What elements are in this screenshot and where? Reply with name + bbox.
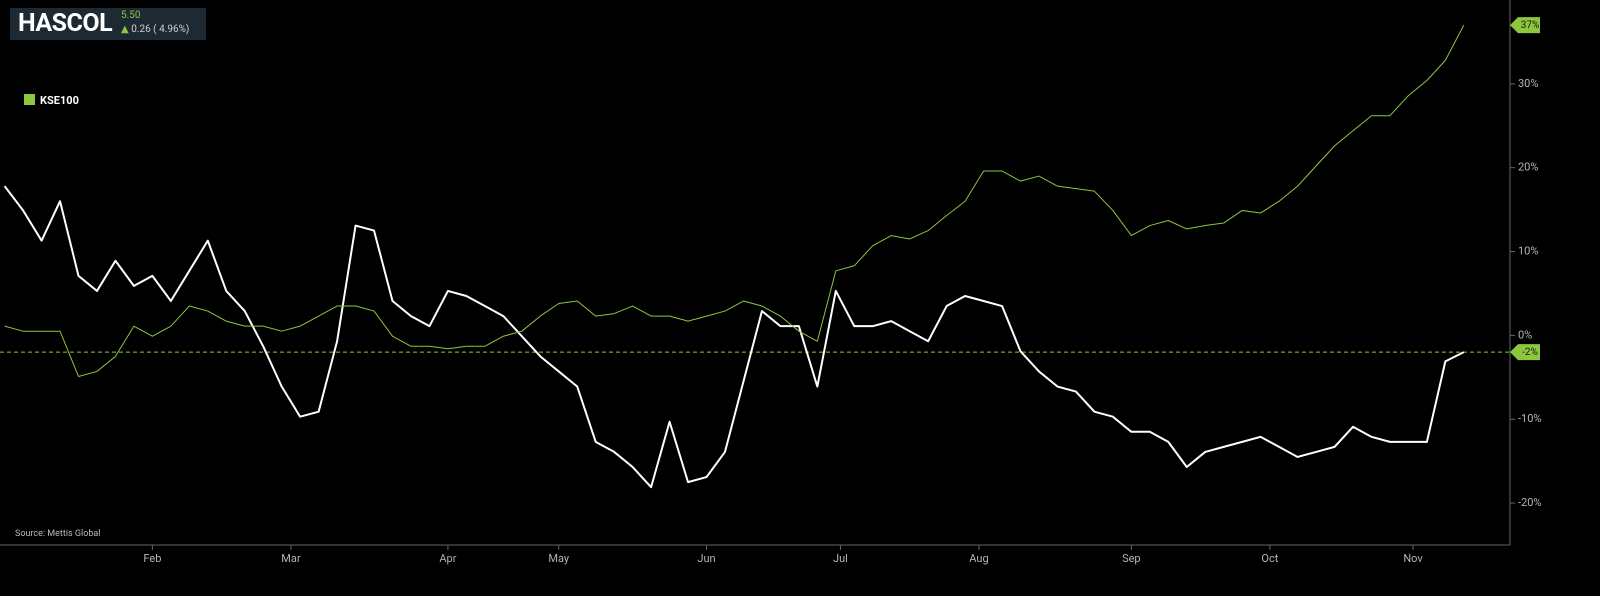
x-tick-label: May [548, 552, 570, 565]
x-tick-label: Aug [969, 552, 988, 565]
x-tick-label: Apr [439, 552, 456, 565]
y-tick-label: -20% [1518, 496, 1541, 509]
last-value-label: 37% [1521, 20, 1540, 31]
legend-label: KSE100 [40, 94, 79, 107]
price: 5.50 [121, 10, 141, 21]
last-value-tag [1510, 17, 1540, 34]
y-tick-label: 0% [1518, 328, 1532, 341]
x-tick-label: Mar [281, 552, 301, 565]
source: Source: Mettis Global [15, 529, 101, 539]
x-tick-label: Sep [1122, 552, 1141, 565]
series-line [3, 185, 1465, 489]
change-text: 0.26 ( 4.96%) [131, 24, 190, 35]
y-tick-label: 30% [1518, 77, 1538, 90]
legend: KSE100 [24, 94, 79, 107]
last-value-label: -2% [1522, 347, 1538, 358]
y-tick-label: 10% [1518, 244, 1538, 257]
x-tick-label: Nov [1403, 552, 1423, 565]
series-line [4, 24, 1465, 377]
header: HASCOL 5.50 ▲ 0.26 ( 4.96%) [10, 8, 206, 40]
legend-swatch [24, 94, 35, 105]
last-value-tag [1510, 344, 1540, 361]
x-tick-label: Jun [697, 552, 715, 565]
x-tick-label: Feb [143, 552, 161, 565]
x-tick-label: Jul [833, 552, 848, 565]
y-tick-label: -10% [1518, 412, 1541, 425]
symbol: HASCOL [18, 9, 113, 38]
x-tick-label: Oct [1261, 552, 1278, 565]
y-tick-label: 20% [1518, 161, 1538, 174]
change: ▲ 0.26 ( 4.96%) [121, 24, 190, 35]
